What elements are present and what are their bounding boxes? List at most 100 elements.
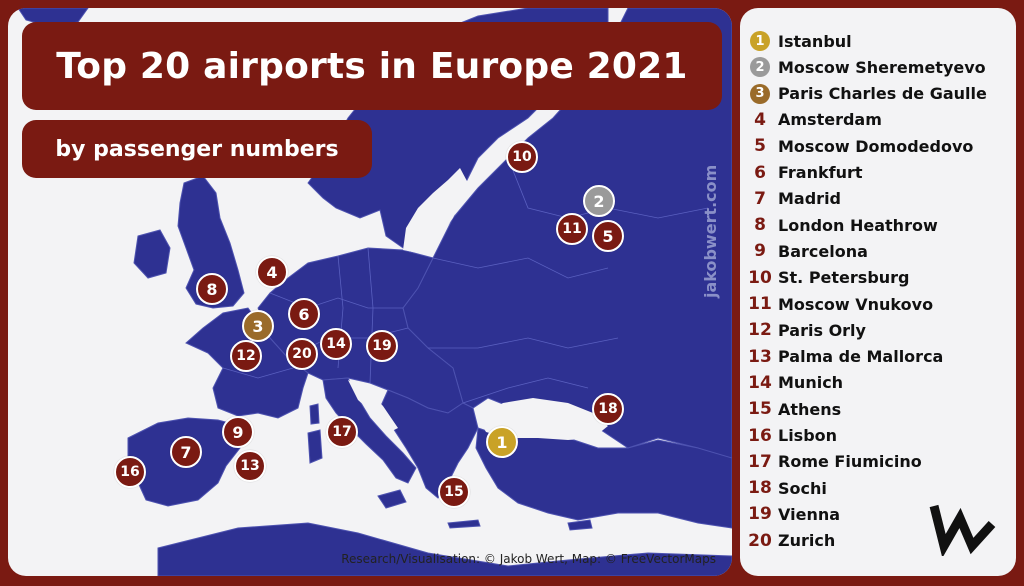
land-north-africa <box>157 522 732 576</box>
map-marker-10: 10 <box>506 141 538 173</box>
legend-rank: 18 <box>748 478 772 499</box>
legend-item: 5 Moscow Domodedovo <box>748 133 973 159</box>
land-crete <box>447 519 481 529</box>
legend-rank: 9 <box>754 241 766 262</box>
legend-airport-name: Lisbon <box>778 426 838 445</box>
page-subtitle: by passenger numbers <box>55 136 339 162</box>
legend-airport-name: London Heathrow <box>778 215 938 235</box>
legend-airport-name: Moscow Domodedovo <box>778 136 974 156</box>
map-marker-17: 17 <box>326 416 358 448</box>
land-sardinia <box>307 429 323 464</box>
legend-airport-name: Barcelona <box>778 241 868 261</box>
legend-item: 1 Istanbul <box>748 28 852 54</box>
legend-rank: 20 <box>748 530 772 551</box>
legend-airport-name: Madrid <box>778 189 841 209</box>
land-britain <box>177 175 245 309</box>
land-turkey <box>475 427 732 529</box>
legend-rank: 5 <box>754 136 766 157</box>
legend-airport-name: Istanbul <box>778 31 852 51</box>
legend-item: 19 Vienna <box>748 501 840 527</box>
legend-item: 11 Moscow Vnukovo <box>748 291 933 317</box>
map-marker-18: 18 <box>592 393 624 425</box>
land-balkans <box>379 389 479 499</box>
legend-rank: 6 <box>754 162 766 183</box>
land-cyprus <box>567 519 593 531</box>
legend-item: 2 Moscow Sheremetyevo <box>748 54 986 80</box>
map-marker-7: 7 <box>170 436 202 468</box>
legend-airport-name: Moscow Sheremetyevo <box>778 57 986 77</box>
legend-rank: 12 <box>748 320 772 341</box>
legend-item: 15 Athens <box>748 396 841 422</box>
map-marker-5: 5 <box>592 220 624 252</box>
legend-rank: 8 <box>754 215 766 236</box>
legend-item: 7 Madrid <box>748 186 841 212</box>
legend-airport-name: Rome Fiumicino <box>778 452 922 472</box>
map-marker-14: 14 <box>320 328 352 360</box>
map-marker-1: 1 <box>486 426 518 458</box>
legend-airport-name: Zurich <box>778 531 836 551</box>
legend-airport-name: Munich <box>778 373 844 393</box>
map-marker-12: 12 <box>230 340 262 372</box>
title-banner: Top 20 airports in Europe 2021 <box>22 22 722 110</box>
map-marker-3: 3 <box>242 310 274 342</box>
legend-item: 12 Paris Orly <box>748 317 866 343</box>
legend-rank: 15 <box>748 399 772 420</box>
map-marker-15: 15 <box>438 476 470 508</box>
legend-rank: 7 <box>754 188 766 209</box>
map-marker-8: 8 <box>196 273 228 305</box>
map-marker-13: 13 <box>234 450 266 482</box>
land-ireland <box>133 229 171 279</box>
legend-panel: 1 Istanbul 2 Moscow Sheremetyevo 3 Paris Char… <box>740 8 1016 576</box>
legend-item: 14 Munich <box>748 370 843 396</box>
sea-baltic <box>403 168 468 254</box>
subtitle-banner: by passenger numbers <box>22 120 372 178</box>
legend-item: 3 Paris Charles de Gaulle <box>748 81 987 107</box>
legend-airport-name: Paris Charles de Gaulle <box>778 84 987 104</box>
map-panel: Top 20 airports in Europe 2021 by passen… <box>8 8 732 576</box>
map-marker-11: 11 <box>556 213 588 245</box>
watermark: jakobwert.com <box>701 164 720 298</box>
map-marker-20: 20 <box>286 338 318 370</box>
legend-rank: 4 <box>754 109 766 130</box>
map-marker-2: 2 <box>583 185 615 217</box>
map-marker-16: 16 <box>114 456 146 488</box>
legend-airport-name: Athens <box>778 399 842 419</box>
legend-rank: 10 <box>748 267 772 288</box>
legend-rank: 16 <box>748 425 772 446</box>
legend-item: 17 Rome Fiumicino <box>748 449 922 475</box>
map-marker-19: 19 <box>366 330 398 362</box>
legend-airport-name: St. Petersburg <box>778 268 910 288</box>
sea-adriatic <box>348 380 398 433</box>
legend-item: 18 Sochi <box>748 475 827 501</box>
legend-item: 6 Frankfurt <box>748 160 863 186</box>
legend-item: 16 Lisbon <box>748 423 837 449</box>
legend-item: 13 Palma de Mallorca <box>748 344 943 370</box>
legend-item: 9 Barcelona <box>748 238 868 264</box>
legend-airport-name: Amsterdam <box>778 110 882 130</box>
legend-rank: 2 <box>750 57 770 78</box>
legend-airport-name: Moscow Vnukovo <box>778 294 934 314</box>
map-marker-4: 4 <box>256 256 288 288</box>
legend-airport-name: Palma de Mallorca <box>778 347 944 367</box>
legend-rank: 3 <box>750 83 770 104</box>
map-marker-6: 6 <box>288 298 320 330</box>
legend-rank: 11 <box>748 294 772 314</box>
land-corsica <box>309 403 320 425</box>
page-title: Top 20 airports in Europe 2021 <box>56 45 688 87</box>
legend-rank: 14 <box>748 372 772 393</box>
w-logo-icon <box>929 504 996 556</box>
legend-airport-name: Frankfurt <box>778 163 863 182</box>
legend-rank: 17 <box>748 451 772 472</box>
legend-airport-name: Vienna <box>778 504 841 524</box>
map-marker-9: 9 <box>222 416 254 448</box>
legend-item: 20 Zurich <box>748 528 835 554</box>
legend-item: 8 London Heathrow <box>748 212 938 238</box>
legend-rank: 1 <box>750 31 770 51</box>
legend-rank: 13 <box>748 346 772 367</box>
legend-item: 10 St. Petersburg <box>748 265 910 291</box>
legend-item: 4 Amsterdam <box>748 107 882 133</box>
legend-airport-name: Sochi <box>778 478 827 498</box>
credit-line: Research/Visualisation: © Jakob Wert, Ma… <box>341 552 716 566</box>
legend-rank: 19 <box>748 504 772 525</box>
legend-airport-name: Paris Orly <box>778 320 866 340</box>
